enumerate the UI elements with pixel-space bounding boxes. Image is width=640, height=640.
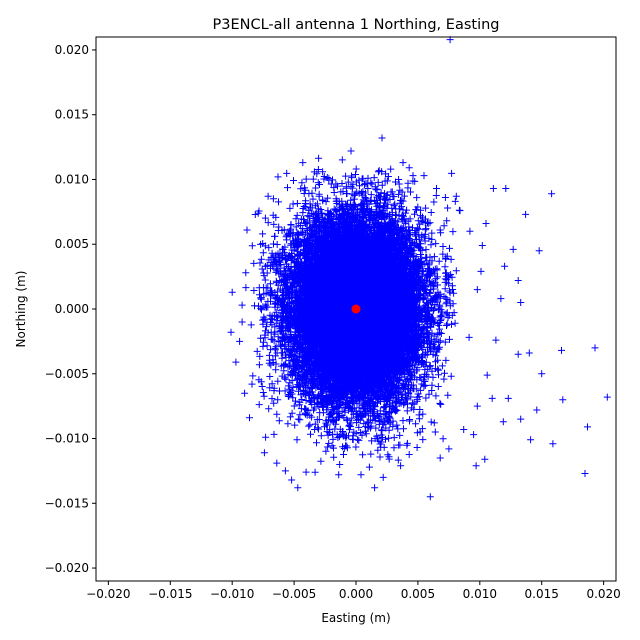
chart-title: P3ENCL-all antenna 1 Northing, Easting [212,17,499,33]
y-tick-label: 0.005 [55,237,89,251]
y-tick-label: −0.020 [45,561,89,575]
x-tick-label: 0.015 [525,587,559,601]
y-tick-label: −0.005 [45,367,89,381]
scatter-markers [227,36,611,501]
y-tick-label: 0.010 [55,172,89,186]
center-point-layer [351,304,361,314]
y-tick-label: −0.010 [45,432,89,446]
x-tick-label: 0.005 [401,587,435,601]
y-axis-label: Northing (m) [14,271,28,348]
scatter-points [227,36,611,501]
x-tick-label: −0.015 [148,587,192,601]
x-tick-label: 0.010 [463,587,497,601]
x-tick-label: −0.005 [272,587,316,601]
x-tick-label: −0.020 [86,587,130,601]
x-tick-label: 0.020 [586,587,620,601]
y-tick-label: 0.020 [55,43,89,57]
y-axis-ticks: −0.020 −0.015 −0.010 −0.005 0.000 0.005 0.010 0… [45,43,96,575]
center-point [351,304,361,314]
x-tick-label: −0.010 [210,587,254,601]
y-tick-label: 0.000 [55,302,89,316]
x-tick-label: 0.000 [339,587,373,601]
y-tick-label: 0.015 [55,108,89,122]
x-axis-label: Easting (m) [321,611,390,625]
x-axis-ticks: −0.020 −0.015 −0.010 −0.005 0.000 0.005 0.010 0… [86,581,621,601]
y-tick-label: −0.015 [45,496,89,510]
